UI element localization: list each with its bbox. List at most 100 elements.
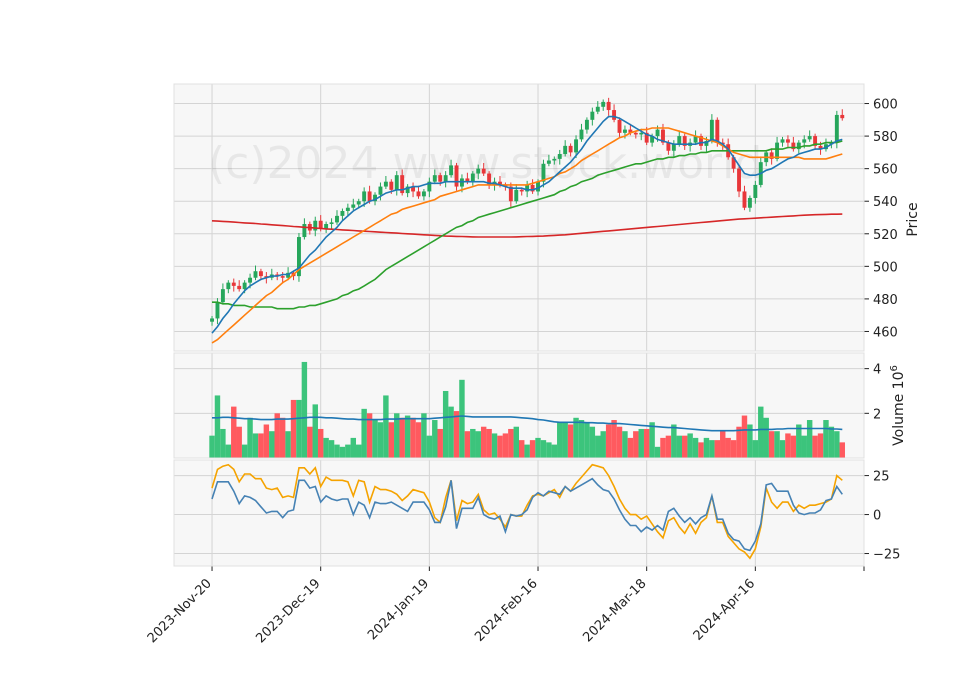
candle-body: [373, 194, 377, 202]
candle-body: [324, 224, 329, 229]
candle-body: [476, 168, 481, 174]
volume-bar: [339, 446, 346, 458]
candle-body: [753, 184, 758, 198]
volume-bar: [502, 433, 509, 458]
volume-bar: [399, 417, 405, 458]
volume-bar: [698, 442, 704, 458]
candle-body: [661, 129, 665, 143]
volume-bar: [725, 437, 731, 458]
volume-bar: [627, 437, 634, 458]
candle-body: [416, 191, 421, 197]
volume-bar: [301, 361, 308, 458]
volume-bar: [258, 433, 264, 458]
price-panel-background: [174, 84, 864, 351]
candle-body: [818, 145, 823, 150]
volume-bar: [437, 428, 443, 458]
price-y-tick-label: 500: [873, 260, 898, 275]
candle-body: [302, 224, 307, 238]
candle-body: [394, 175, 399, 190]
candle-body: [633, 132, 638, 135]
candle-body: [525, 184, 530, 192]
candle-body: [737, 168, 741, 192]
volume-bar: [426, 435, 433, 458]
volume-bar: [442, 390, 449, 458]
volume-bar: [676, 435, 682, 458]
price-y-tick-label: 480: [873, 293, 898, 308]
volume-bar: [616, 426, 623, 458]
volume-bar: [665, 435, 672, 458]
volume-bar: [584, 422, 590, 458]
candle-body: [715, 119, 720, 143]
volume-bar: [328, 440, 335, 458]
candle-body: [454, 165, 459, 187]
candle-body: [601, 101, 606, 107]
oscillator-y-tick-label: −25: [873, 548, 900, 563]
osc-panel-border: [173, 459, 865, 567]
volume-bar: [524, 444, 530, 458]
volume-bar: [241, 444, 248, 458]
candle-body: [546, 160, 551, 164]
volume-bar: [225, 444, 232, 458]
ma-short-line: [211, 115, 843, 334]
oscillator-y-tick-label: 25: [873, 470, 890, 485]
oscillator-line-1: [211, 463, 843, 560]
volume-bar: [828, 426, 835, 458]
volume-bar: [247, 417, 253, 458]
candle-body: [503, 184, 508, 187]
volume-bar: [763, 417, 769, 458]
volume-bar: [796, 424, 802, 458]
volume-bar: [323, 437, 329, 458]
candle-body: [400, 175, 405, 194]
candle-body: [693, 136, 698, 143]
candle-body: [807, 136, 812, 140]
volume-bar: [453, 411, 460, 458]
volume-bar: [801, 435, 807, 458]
volume-bar: [834, 431, 840, 458]
volume-bar: [567, 424, 574, 458]
volume-bar: [681, 435, 688, 458]
candle-body: [438, 175, 443, 182]
x-tick-label: 2024-Apr-16: [691, 576, 758, 643]
candle-body: [796, 142, 801, 150]
candle-body: [802, 139, 807, 143]
volume-bar: [470, 428, 476, 458]
candle-body: [709, 119, 714, 141]
candle-body: [487, 173, 492, 185]
volume-bar: [388, 422, 395, 458]
volume-bar: [269, 431, 275, 458]
candle-body: [519, 189, 524, 192]
volume-bar: [839, 442, 845, 458]
price-y-tick-label: 600: [873, 98, 898, 113]
candle-body: [470, 173, 475, 182]
volume-bar: [508, 428, 514, 458]
volume-bar: [366, 413, 373, 458]
volume-bar: [312, 404, 318, 458]
candle-body: [449, 165, 454, 176]
candle-body: [345, 207, 350, 211]
volume-bar: [817, 433, 824, 458]
candle-body: [351, 204, 356, 208]
volume-bar: [654, 446, 661, 458]
volume-bar: [236, 426, 242, 458]
candle-body: [840, 114, 845, 119]
volume-bar: [497, 435, 503, 458]
volume-bar: [790, 435, 797, 458]
volume-bar: [649, 422, 655, 458]
candle-body: [362, 191, 367, 202]
candle-body: [606, 101, 611, 111]
volume-bar: [486, 428, 492, 458]
volume-bar: [692, 437, 699, 458]
volume-bar: [752, 440, 759, 458]
price-y-tick-label: 520: [873, 228, 898, 243]
candle-body: [258, 271, 263, 277]
volume-axis-exponent: 6: [889, 365, 900, 371]
volume-bar: [220, 428, 226, 458]
candle-body: [253, 271, 258, 278]
volume-bar: [758, 406, 764, 458]
candle-body: [427, 181, 432, 192]
volume-bar: [394, 413, 400, 458]
x-tick-label: 2023-Nov-20: [145, 576, 215, 646]
candle-body: [378, 186, 383, 195]
x-tick-label: 2024-Mar-18: [580, 576, 649, 645]
